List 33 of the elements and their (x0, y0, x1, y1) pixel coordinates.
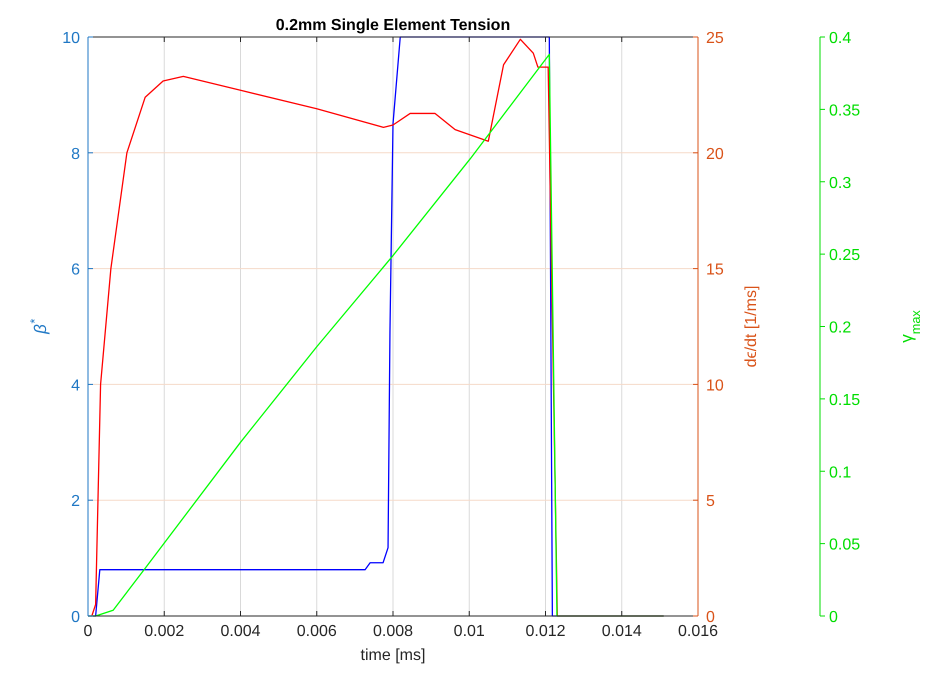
x-tick-label: 0.008 (372, 623, 414, 640)
y-tick-label: 8 (71, 146, 80, 163)
x-tick-label: 0.002 (144, 623, 184, 640)
y2-axis-title: dϵ/dt [1/ms] (743, 286, 760, 368)
y3-tick-label: 0.1 (829, 464, 852, 482)
y2-tick-label: 20 (706, 146, 724, 163)
y2-tick-label: 0 (706, 609, 715, 626)
x-tick-label: 0.004 (220, 623, 261, 640)
y-tick-label: 6 (71, 262, 80, 279)
x-tick-label: 0 (84, 623, 93, 640)
y3-tick-label: 0.25 (829, 247, 860, 264)
y-tick-label: 2 (71, 493, 80, 510)
y2-tick-label: 15 (706, 262, 724, 279)
y3-tick-label: 0 (829, 609, 838, 626)
x-tick-label: 0.016 (678, 623, 718, 640)
x-axis-title: time [ms] (360, 647, 426, 664)
y3-tick-label: 0.3 (829, 174, 852, 192)
x-tick-label: 0.012 (525, 623, 566, 640)
y3-tick-label: 0.05 (829, 536, 860, 554)
x-tick-label: 0.014 (602, 623, 642, 640)
chart-title: 0.2mm Single Element Tension (276, 17, 510, 34)
y2-tick-label: 5 (706, 493, 715, 510)
y-tick-label: 0 (71, 609, 80, 626)
y2-tick-label: 25 (706, 30, 724, 47)
x-tick-label: 0.006 (296, 623, 337, 640)
y3-tick-label: 0.15 (829, 392, 860, 409)
y3-tick-label: 0.4 (829, 30, 852, 47)
y2-tick-label: 10 (706, 377, 724, 394)
y3-tick-label: 0.35 (829, 102, 860, 120)
y3-tick-label: 0.2 (829, 320, 852, 336)
y-tick-label: 4 (71, 377, 80, 394)
y-tick-label: 10 (62, 30, 80, 47)
x-tick-label: 0.01 (454, 623, 485, 640)
